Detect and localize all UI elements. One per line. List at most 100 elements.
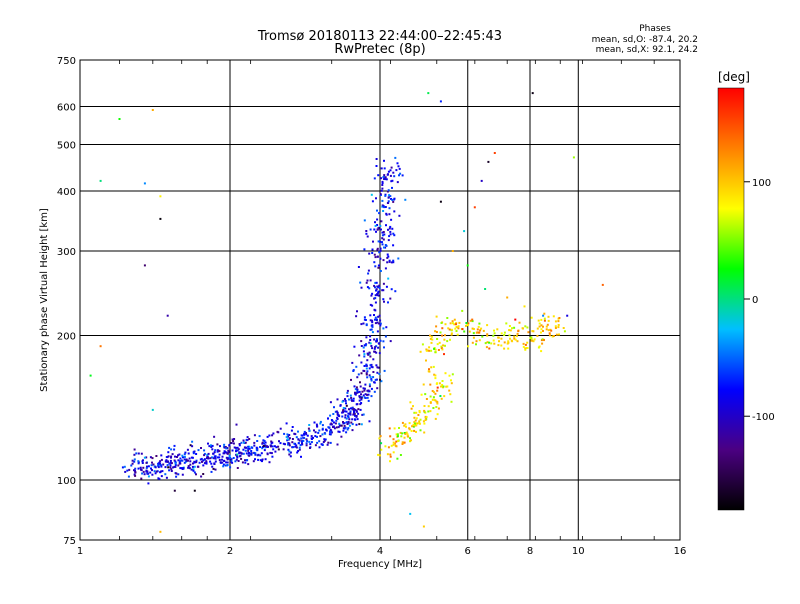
data-point (467, 345, 470, 348)
data-point (368, 367, 371, 370)
data-point (449, 393, 452, 396)
data-point (439, 331, 442, 334)
data-point (201, 460, 203, 463)
data-point (356, 388, 359, 391)
data-point (381, 182, 384, 184)
data-point (166, 314, 169, 317)
data-point (236, 467, 239, 469)
data-point (526, 326, 529, 329)
data-point (434, 392, 437, 395)
data-point (538, 325, 541, 328)
data-point (436, 413, 439, 416)
data-point (239, 451, 242, 454)
data-point (435, 315, 438, 318)
data-point (346, 395, 349, 398)
data-point (393, 427, 396, 430)
data-point (305, 442, 308, 445)
data-point (566, 314, 569, 317)
data-point (381, 205, 384, 208)
data-point (387, 189, 390, 192)
data-point (214, 455, 217, 458)
data-point (212, 452, 215, 455)
data-point (368, 374, 371, 377)
data-point (381, 237, 384, 240)
data-point (346, 423, 349, 425)
data-point (383, 176, 386, 179)
data-point (374, 224, 377, 227)
data-point (319, 435, 322, 438)
data-point (353, 345, 356, 348)
data-point (272, 432, 275, 435)
data-point (377, 240, 380, 243)
data-point (323, 438, 326, 441)
data-point (436, 401, 439, 403)
data-point (127, 475, 130, 478)
data-point (341, 415, 344, 418)
data-point (541, 338, 544, 341)
data-point (530, 336, 533, 339)
data-point (250, 453, 253, 456)
data-point (202, 473, 205, 475)
data-point (388, 213, 391, 216)
data-point (418, 410, 421, 412)
data-point (401, 432, 404, 435)
data-point (326, 443, 329, 446)
data-point (392, 244, 395, 247)
data-point (384, 193, 387, 196)
data-point (440, 385, 442, 388)
data-point (558, 317, 561, 319)
data-point (377, 366, 380, 369)
data-point (441, 380, 444, 382)
data-point (226, 458, 229, 461)
data-point (356, 310, 358, 313)
data-point (279, 427, 282, 430)
data-point (208, 445, 211, 448)
data-point (377, 315, 380, 318)
data-point (200, 447, 202, 449)
data-point (527, 331, 530, 334)
data-point (171, 453, 174, 456)
data-point (389, 225, 392, 228)
data-point (557, 326, 560, 329)
data-point (374, 256, 377, 259)
data-point (387, 446, 390, 449)
data-point (545, 325, 548, 328)
data-point (233, 438, 236, 440)
data-point (415, 423, 418, 426)
data-point (471, 318, 474, 321)
data-point (232, 442, 235, 445)
data-point (223, 451, 226, 454)
x-axis-label: Frequency [MHz] (338, 559, 422, 570)
data-point (133, 473, 136, 476)
data-point (364, 319, 367, 321)
colorbar-tick-label: 0 (752, 295, 758, 306)
data-point (394, 442, 396, 445)
data-point (375, 340, 378, 343)
data-point (351, 361, 354, 364)
data-point (294, 445, 297, 448)
data-point (154, 472, 157, 475)
data-point (246, 436, 249, 439)
data-point (271, 434, 274, 437)
data-point (484, 342, 487, 345)
data-point (376, 255, 379, 258)
data-point (218, 456, 221, 459)
data-point (278, 440, 280, 443)
data-point (383, 178, 386, 180)
data-point (365, 232, 368, 235)
data-point (244, 446, 247, 449)
data-point (262, 442, 265, 445)
data-point (389, 169, 392, 172)
data-point (231, 449, 234, 452)
data-point (339, 424, 342, 427)
data-point (174, 465, 177, 468)
data-point (384, 445, 387, 448)
data-point (393, 234, 396, 237)
data-point (210, 470, 213, 473)
data-point (381, 199, 384, 202)
data-point (190, 468, 193, 471)
data-point (350, 378, 352, 381)
data-point (354, 388, 357, 391)
data-point (379, 225, 382, 227)
data-point (387, 170, 390, 173)
